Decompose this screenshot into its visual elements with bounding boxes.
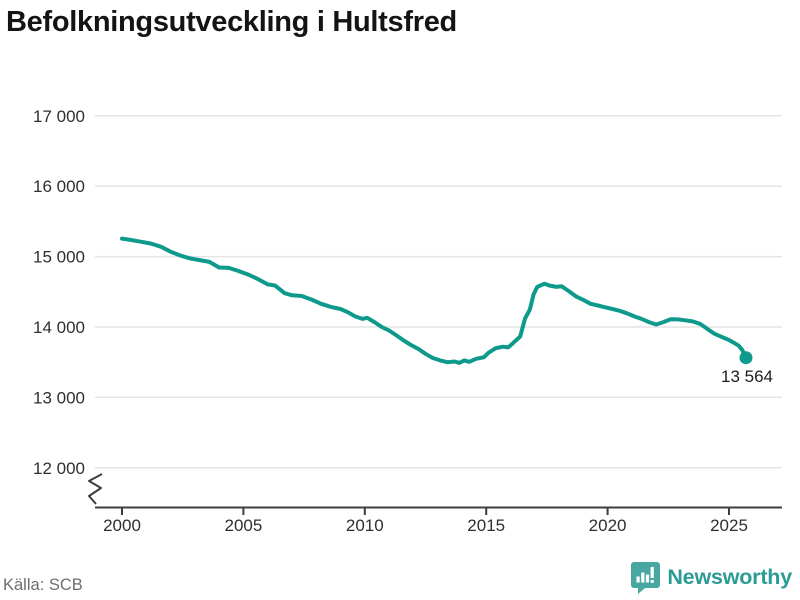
newsworthy-bubble-chart-icon [631,561,661,594]
x-tick-label: 2020 [589,516,627,535]
x-tick-label: 2005 [224,516,262,535]
y-tick-label: 17 000 [33,107,85,126]
last-value-label: 13 564 [721,367,773,386]
axis-break-icon [88,473,103,505]
last-value-dot [739,351,753,365]
source-note: Källa: SCB [3,576,83,594]
newsworthy-logo: Newsworthy [631,560,792,594]
y-tick-label: 15 000 [33,248,85,267]
x-tick-label: 2010 [346,516,384,535]
page-title: Befolkningsutveckling i Hultsfred [6,6,457,38]
y-tick-label: 13 000 [33,388,85,407]
x-tick-label: 2000 [103,516,141,535]
population-line [120,236,748,365]
y-tick-label: 12 000 [33,459,85,478]
x-tick-label: 2015 [467,516,505,535]
y-tick-label: 14 000 [33,318,85,337]
x-tick-label: 2025 [710,516,748,535]
newsworthy-wordmark: Newsworthy [667,564,792,589]
y-tick-label: 16 000 [33,177,85,196]
